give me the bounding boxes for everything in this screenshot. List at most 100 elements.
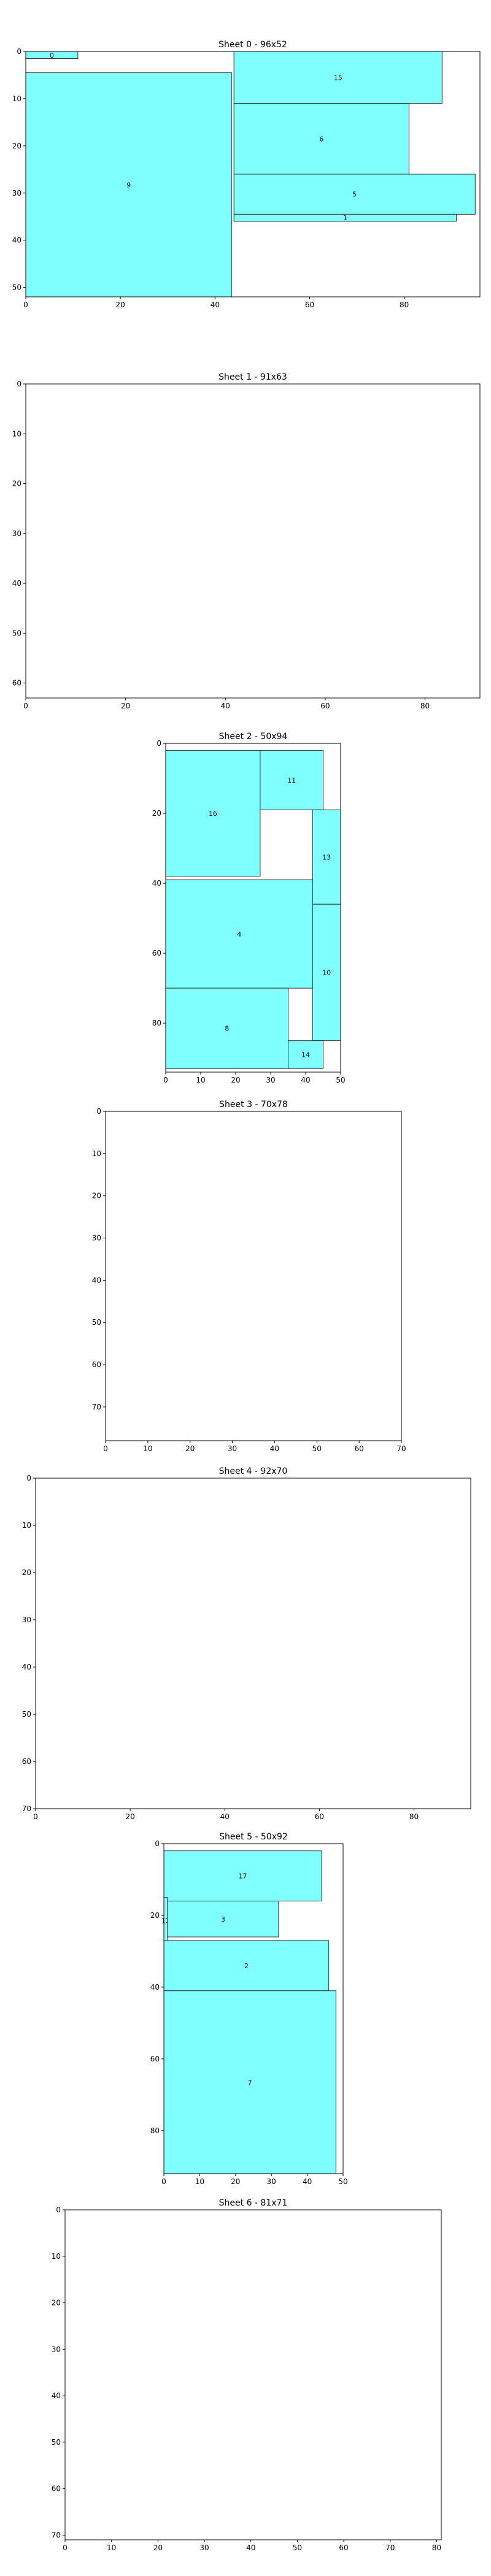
- sheet-3-xtick-label-50: 50: [312, 1444, 322, 1453]
- sheet-2-ytick-label-80: 80: [152, 1019, 161, 1027]
- sheet-0-title: Sheet 0 - 96x52: [218, 40, 287, 50]
- sheet-1-xtick-label-40: 40: [221, 702, 230, 710]
- sheet-5-xtick-label-30: 30: [267, 2177, 276, 2186]
- sheet-2-axes-frame: [165, 743, 341, 1073]
- sheet-4-ytick-label-30: 30: [22, 1616, 31, 1624]
- sheet-5-piece-7: [163, 1990, 336, 2174]
- sheet-1-xtick-label-20: 20: [121, 702, 130, 710]
- sheet-6-xtick-label-60: 60: [339, 2543, 348, 2552]
- sheet-0-piece-label-0: 0: [50, 52, 54, 59]
- sheet-1-xtick-label-60: 60: [320, 702, 330, 710]
- sheet-6-xtick-label-20: 20: [153, 2543, 163, 2552]
- sheet-2-xtick-label-50: 50: [336, 1076, 345, 1084]
- sheet-2-ytick-label-40: 40: [152, 879, 161, 887]
- sheet-2-ytick-label-0: 0: [157, 739, 161, 748]
- sheet-0-xtick-label-60: 60: [305, 301, 314, 309]
- sheet-5-piece-17: [163, 1850, 322, 1902]
- sheet-0-xtick-label-80: 80: [400, 301, 409, 309]
- sheet-4-title: Sheet 4 - 92x70: [219, 1466, 288, 1476]
- sheet-2-ytick-label-60: 60: [152, 949, 161, 957]
- sheet-2-piece-8: [165, 987, 288, 1069]
- sheet-6-xtick-label-70: 70: [385, 2543, 395, 2552]
- sheet-2-piece-label-14: 14: [301, 1051, 310, 1059]
- sheet-2-piece-label-16: 16: [209, 810, 217, 818]
- sheet-5-xtick-label-40: 40: [303, 2177, 312, 2186]
- sheet-0-piece-label-5: 5: [352, 191, 357, 199]
- sheet-5-ytick-label-0: 0: [155, 1839, 160, 1848]
- sheet-6-ytick-label-70: 70: [52, 2531, 61, 2539]
- sheet-0-piece-label-6: 6: [319, 135, 323, 143]
- sheet-6-ytick-label-60: 60: [52, 2485, 61, 2493]
- sheet-0-ytick-label-50: 50: [12, 283, 21, 292]
- sheet-3-ytick-label-0: 0: [96, 1107, 101, 1116]
- sheet-1-ytick-label-40: 40: [12, 579, 21, 588]
- sheet-3-ytick-label-50: 50: [92, 1318, 101, 1327]
- sheet-0-ytick-label-0: 0: [17, 47, 21, 56]
- sheet-0-piece-label-15: 15: [334, 74, 342, 82]
- sheet-6-ytick-label-10: 10: [52, 2252, 61, 2261]
- sheet-3-xtick-label-20: 20: [185, 1444, 195, 1453]
- sheet-3-xtick-label-60: 60: [355, 1444, 364, 1453]
- sheet-5-ytick-label-40: 40: [150, 1983, 160, 1991]
- sheet-6-xtick-label-40: 40: [246, 2543, 255, 2552]
- sheet-2-xtick-label-20: 20: [231, 1076, 240, 1084]
- sheet-4-xtick-label-60: 60: [315, 1812, 324, 1821]
- sheet-2-piece-label-10: 10: [322, 968, 331, 976]
- sheet-5-piece-label-3: 3: [221, 1915, 225, 1923]
- sheet-0-piece-1: [233, 213, 457, 222]
- sheet-2-piece-10: [312, 903, 341, 1041]
- sheet-1-subplot: Sheet 1 - 91x63 0 20 40 60 80 0 10 20 30 40 50 60: [12, 372, 481, 710]
- sheet-3-ytick-label-10: 10: [92, 1149, 101, 1158]
- sheet-6-ytick-label-30: 30: [52, 2345, 61, 2353]
- sheet-2-piece-14: [288, 1040, 323, 1069]
- sheet-6-ytick-label-0: 0: [56, 2206, 61, 2214]
- sheet-0-xtick-label-40: 40: [211, 301, 220, 309]
- sheet-3-ytick-label-30: 30: [92, 1234, 101, 1243]
- sheet-5-axes-frame: [163, 1843, 344, 2174]
- sheet-1-ytick-label-60: 60: [12, 679, 21, 688]
- sheet-0-ytick-label-30: 30: [12, 189, 21, 197]
- sheet-5-piece-label-2: 2: [244, 1962, 249, 1970]
- sheet-0-xtick-label-0: 0: [23, 301, 28, 309]
- sheet-2-piece-label-11: 11: [287, 776, 296, 784]
- sheet-5-piece-label-17: 17: [238, 1873, 247, 1880]
- sheet-4-ytick-label-50: 50: [22, 1710, 31, 1719]
- sheet-2-piece-label-8: 8: [225, 1025, 229, 1033]
- sheet-1-title: Sheet 1 - 91x63: [218, 372, 287, 382]
- sheet-3-ytick-label-70: 70: [92, 1403, 101, 1411]
- sheet-1-xtick-label-80: 80: [420, 702, 430, 710]
- sheet-4-xtick-label-40: 40: [220, 1812, 230, 1821]
- sheet-0-ytick-label-10: 10: [12, 94, 21, 103]
- sheet-4-ytick-label-40: 40: [22, 1663, 31, 1671]
- sheet-3-xtick-label-10: 10: [143, 1444, 152, 1453]
- sheet-2-xtick-label-10: 10: [196, 1076, 205, 1084]
- sheet-3-xtick-label-0: 0: [103, 1444, 108, 1453]
- sheet-4-ytick-label-60: 60: [22, 1757, 31, 1766]
- sheet-5-ytick-label-20: 20: [150, 1911, 160, 1920]
- sheet-2-xtick-label-0: 0: [163, 1076, 168, 1084]
- sheet-6-xtick-label-10: 10: [107, 2543, 116, 2552]
- sheet-5-xtick-label-0: 0: [161, 2177, 166, 2186]
- sheet-6-ytick-label-40: 40: [52, 2391, 61, 2400]
- sheet-4-xtick-label-80: 80: [409, 1812, 419, 1821]
- sheet-3-xtick-label-40: 40: [270, 1444, 279, 1453]
- sheet-6-ytick-label-50: 50: [52, 2438, 61, 2447]
- sheet-4-xtick-label-0: 0: [33, 1812, 38, 1821]
- sheet-2-subplot: Sheet 2 - 50x94 16 11 13 4 10 8 14 0 10 20 30 40 50 0 2…: [152, 732, 346, 1084]
- sheet-5-title: Sheet 5 - 50x92: [219, 1832, 288, 1842]
- sheet-0-piece-6: [233, 103, 409, 175]
- sheet-6-xtick-label-0: 0: [63, 2543, 68, 2552]
- sheet-5-piece-2: [163, 1940, 330, 1991]
- sheet-5-xtick-label-20: 20: [231, 2177, 240, 2186]
- sheet-3-xtick-label-30: 30: [228, 1444, 237, 1453]
- sheet-3-ytick-label-60: 60: [92, 1360, 101, 1369]
- sheet-0-axes-frame: [25, 51, 481, 297]
- sheet-1-ytick-label-0: 0: [17, 380, 21, 388]
- sheet-3-subplot: Sheet 3 - 70x78 0 10 20 30 40 50 60 70 0 10 20 30 40 5…: [92, 1100, 406, 1453]
- sheet-4-axes-frame: [35, 1478, 471, 1809]
- sheet-2-piece-label-4: 4: [237, 930, 241, 938]
- sheet-0-ytick-label-20: 20: [12, 142, 21, 150]
- sheet-5-xtick-label-10: 10: [195, 2177, 204, 2186]
